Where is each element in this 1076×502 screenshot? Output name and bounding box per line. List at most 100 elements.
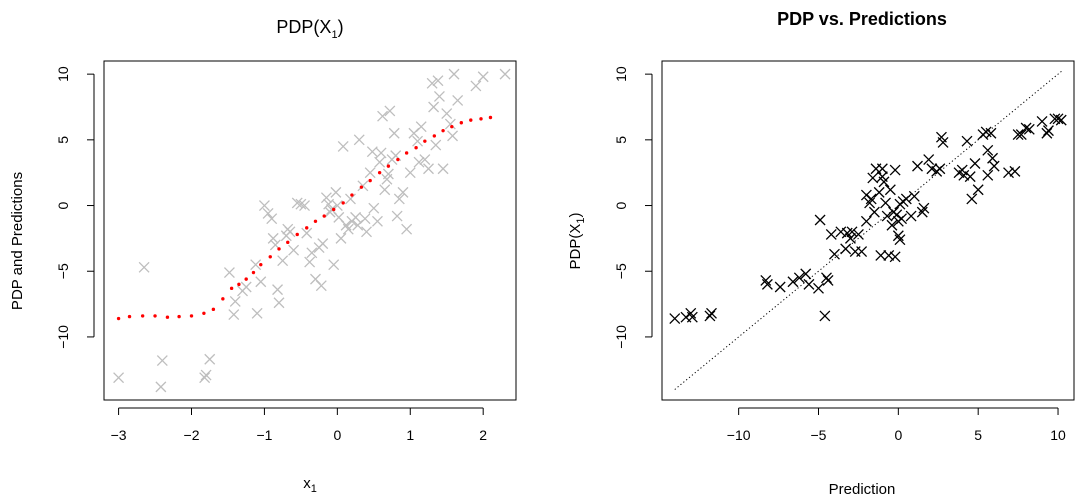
data-point-x [426, 77, 438, 89]
y-tick-label: 0 [55, 201, 71, 209]
data-point-x [972, 184, 984, 196]
pdp-point [221, 297, 225, 301]
data-point-x [864, 197, 876, 209]
pdp-point [368, 178, 372, 183]
y-tick-label: 0 [613, 201, 629, 209]
data-point-x [437, 163, 449, 175]
data-point-x [447, 130, 459, 142]
pdp-point [331, 207, 336, 212]
data-point-x [317, 238, 329, 250]
data-point-x [266, 213, 278, 225]
plot-frame [661, 60, 1075, 401]
pdp-point [189, 314, 194, 318]
pdp-point [116, 316, 121, 321]
x-tick-label: 0 [333, 427, 341, 443]
pdp-point [350, 193, 354, 197]
data-point-x [878, 176, 890, 188]
data-point-x [829, 248, 840, 260]
data-point-x [404, 167, 416, 179]
y-tick-label: −5 [55, 263, 71, 279]
reference-line [674, 69, 1064, 390]
data-point-x [277, 255, 289, 267]
pdp-point [211, 307, 216, 312]
data-point-x [793, 272, 805, 284]
data-point-x [918, 202, 930, 214]
data-point-x [819, 310, 831, 322]
data-point-x [686, 311, 698, 323]
data-point-x [306, 247, 318, 259]
data-point-x [774, 281, 786, 293]
data-point-x [856, 246, 868, 257]
data-point-x [923, 154, 935, 166]
data-point-x [353, 134, 365, 146]
data-point-x [379, 184, 391, 196]
data-point-x [822, 274, 834, 286]
data-point-x [860, 215, 872, 227]
data-point-x [452, 94, 464, 106]
data-point-x [291, 197, 303, 209]
data-point-x [375, 147, 387, 159]
data-point-x [448, 68, 460, 80]
data-point-x [428, 101, 440, 113]
data-point-x [840, 243, 852, 255]
pdp-point [286, 240, 290, 245]
data-point-x [1020, 122, 1032, 134]
pdp-point [450, 124, 454, 129]
data-point-x [988, 160, 1000, 172]
data-point-x [881, 210, 893, 222]
data-point-x [384, 105, 396, 117]
data-point-x [889, 251, 901, 263]
data-point-x [958, 169, 970, 181]
data-point-x [359, 213, 371, 225]
data-point-x [415, 121, 427, 133]
data-point-x [1015, 129, 1027, 141]
data-point-x [444, 118, 456, 130]
pdp-point [244, 277, 248, 281]
data-point-x [916, 206, 928, 218]
data-point-x [865, 193, 877, 205]
data-point-x [982, 169, 994, 181]
pdp-point [469, 118, 473, 122]
x-axis: −3 −2 −1 0 1 2 [111, 407, 487, 443]
data-point-x [1003, 167, 1014, 179]
x-tick-label: −10 [727, 427, 751, 443]
data-point-x [966, 193, 978, 205]
y-tick-label: 5 [613, 136, 629, 144]
x-tick-label: −3 [111, 427, 127, 443]
x-tick-label: 0 [894, 427, 902, 443]
data-points [669, 113, 1067, 324]
data-point-x [880, 197, 892, 209]
pdp-point [277, 247, 281, 251]
data-point-x [337, 140, 349, 152]
data-point-x [844, 232, 856, 244]
y-axis-label: PDP and Predictions [9, 172, 26, 310]
data-point-x [228, 309, 240, 321]
pdp-point [177, 314, 181, 319]
data-point-x [357, 180, 369, 192]
data-point-x [825, 228, 837, 240]
data-point-x [900, 193, 912, 205]
data-point-x [433, 91, 445, 102]
data-point-x [229, 295, 241, 307]
data-point-x [499, 68, 511, 80]
data-point-x [113, 372, 125, 384]
data-point-x [199, 372, 211, 384]
pdp-point [341, 201, 345, 205]
pdp-point [459, 121, 464, 125]
data-point-x [267, 232, 279, 244]
data-point-x [258, 200, 270, 211]
data-point-x [821, 272, 832, 284]
chart-title: PDP vs. Predictions [777, 9, 947, 29]
y-tick-label: 10 [55, 66, 71, 82]
data-point-x [361, 226, 372, 238]
data-point-x [412, 135, 424, 147]
data-point-x [388, 127, 400, 139]
pdp-point [404, 151, 409, 155]
data-point-x [345, 193, 356, 205]
data-point-x [706, 307, 717, 319]
data-point-x [760, 274, 772, 286]
data-point-x [401, 223, 413, 235]
data-point-x [155, 381, 167, 393]
data-point-x [867, 172, 879, 184]
